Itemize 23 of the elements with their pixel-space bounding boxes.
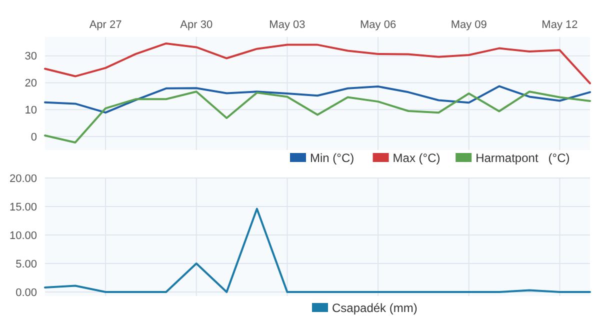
line-series [44, 90, 591, 144]
y-tick-label: 0 [30, 131, 37, 144]
y-tick-label: 20.00 [9, 172, 37, 185]
x-tick-label: May 06 [360, 19, 396, 31]
line-series [44, 85, 591, 114]
y-tick-label: 0.00 [16, 286, 37, 299]
y-tick-label: 20 [24, 78, 37, 90]
legend-label: Csapadék (mm) [332, 301, 418, 316]
y-tick-label: 10 [24, 104, 37, 116]
legend-label: Min (°C) [310, 151, 354, 166]
legend-label: Max (°C) [392, 151, 440, 166]
x-tick-label: Apr 30 [180, 19, 213, 31]
y-tick-label: 30 [24, 50, 37, 63]
line-series [44, 42, 591, 84]
x-tick-label: Apr 27 [89, 19, 122, 31]
y-tick-label: 5.00 [16, 258, 37, 270]
line-series [44, 208, 591, 294]
x-tick-label: May 03 [269, 19, 306, 31]
y-tick-label: 10.00 [9, 230, 37, 242]
x-tick-label: May 12 [542, 19, 578, 31]
x-tick-label: May 09 [450, 19, 487, 31]
y-tick-label: 15.00 [9, 201, 37, 214]
legend-label: Harmatpont (°C) [476, 151, 570, 166]
